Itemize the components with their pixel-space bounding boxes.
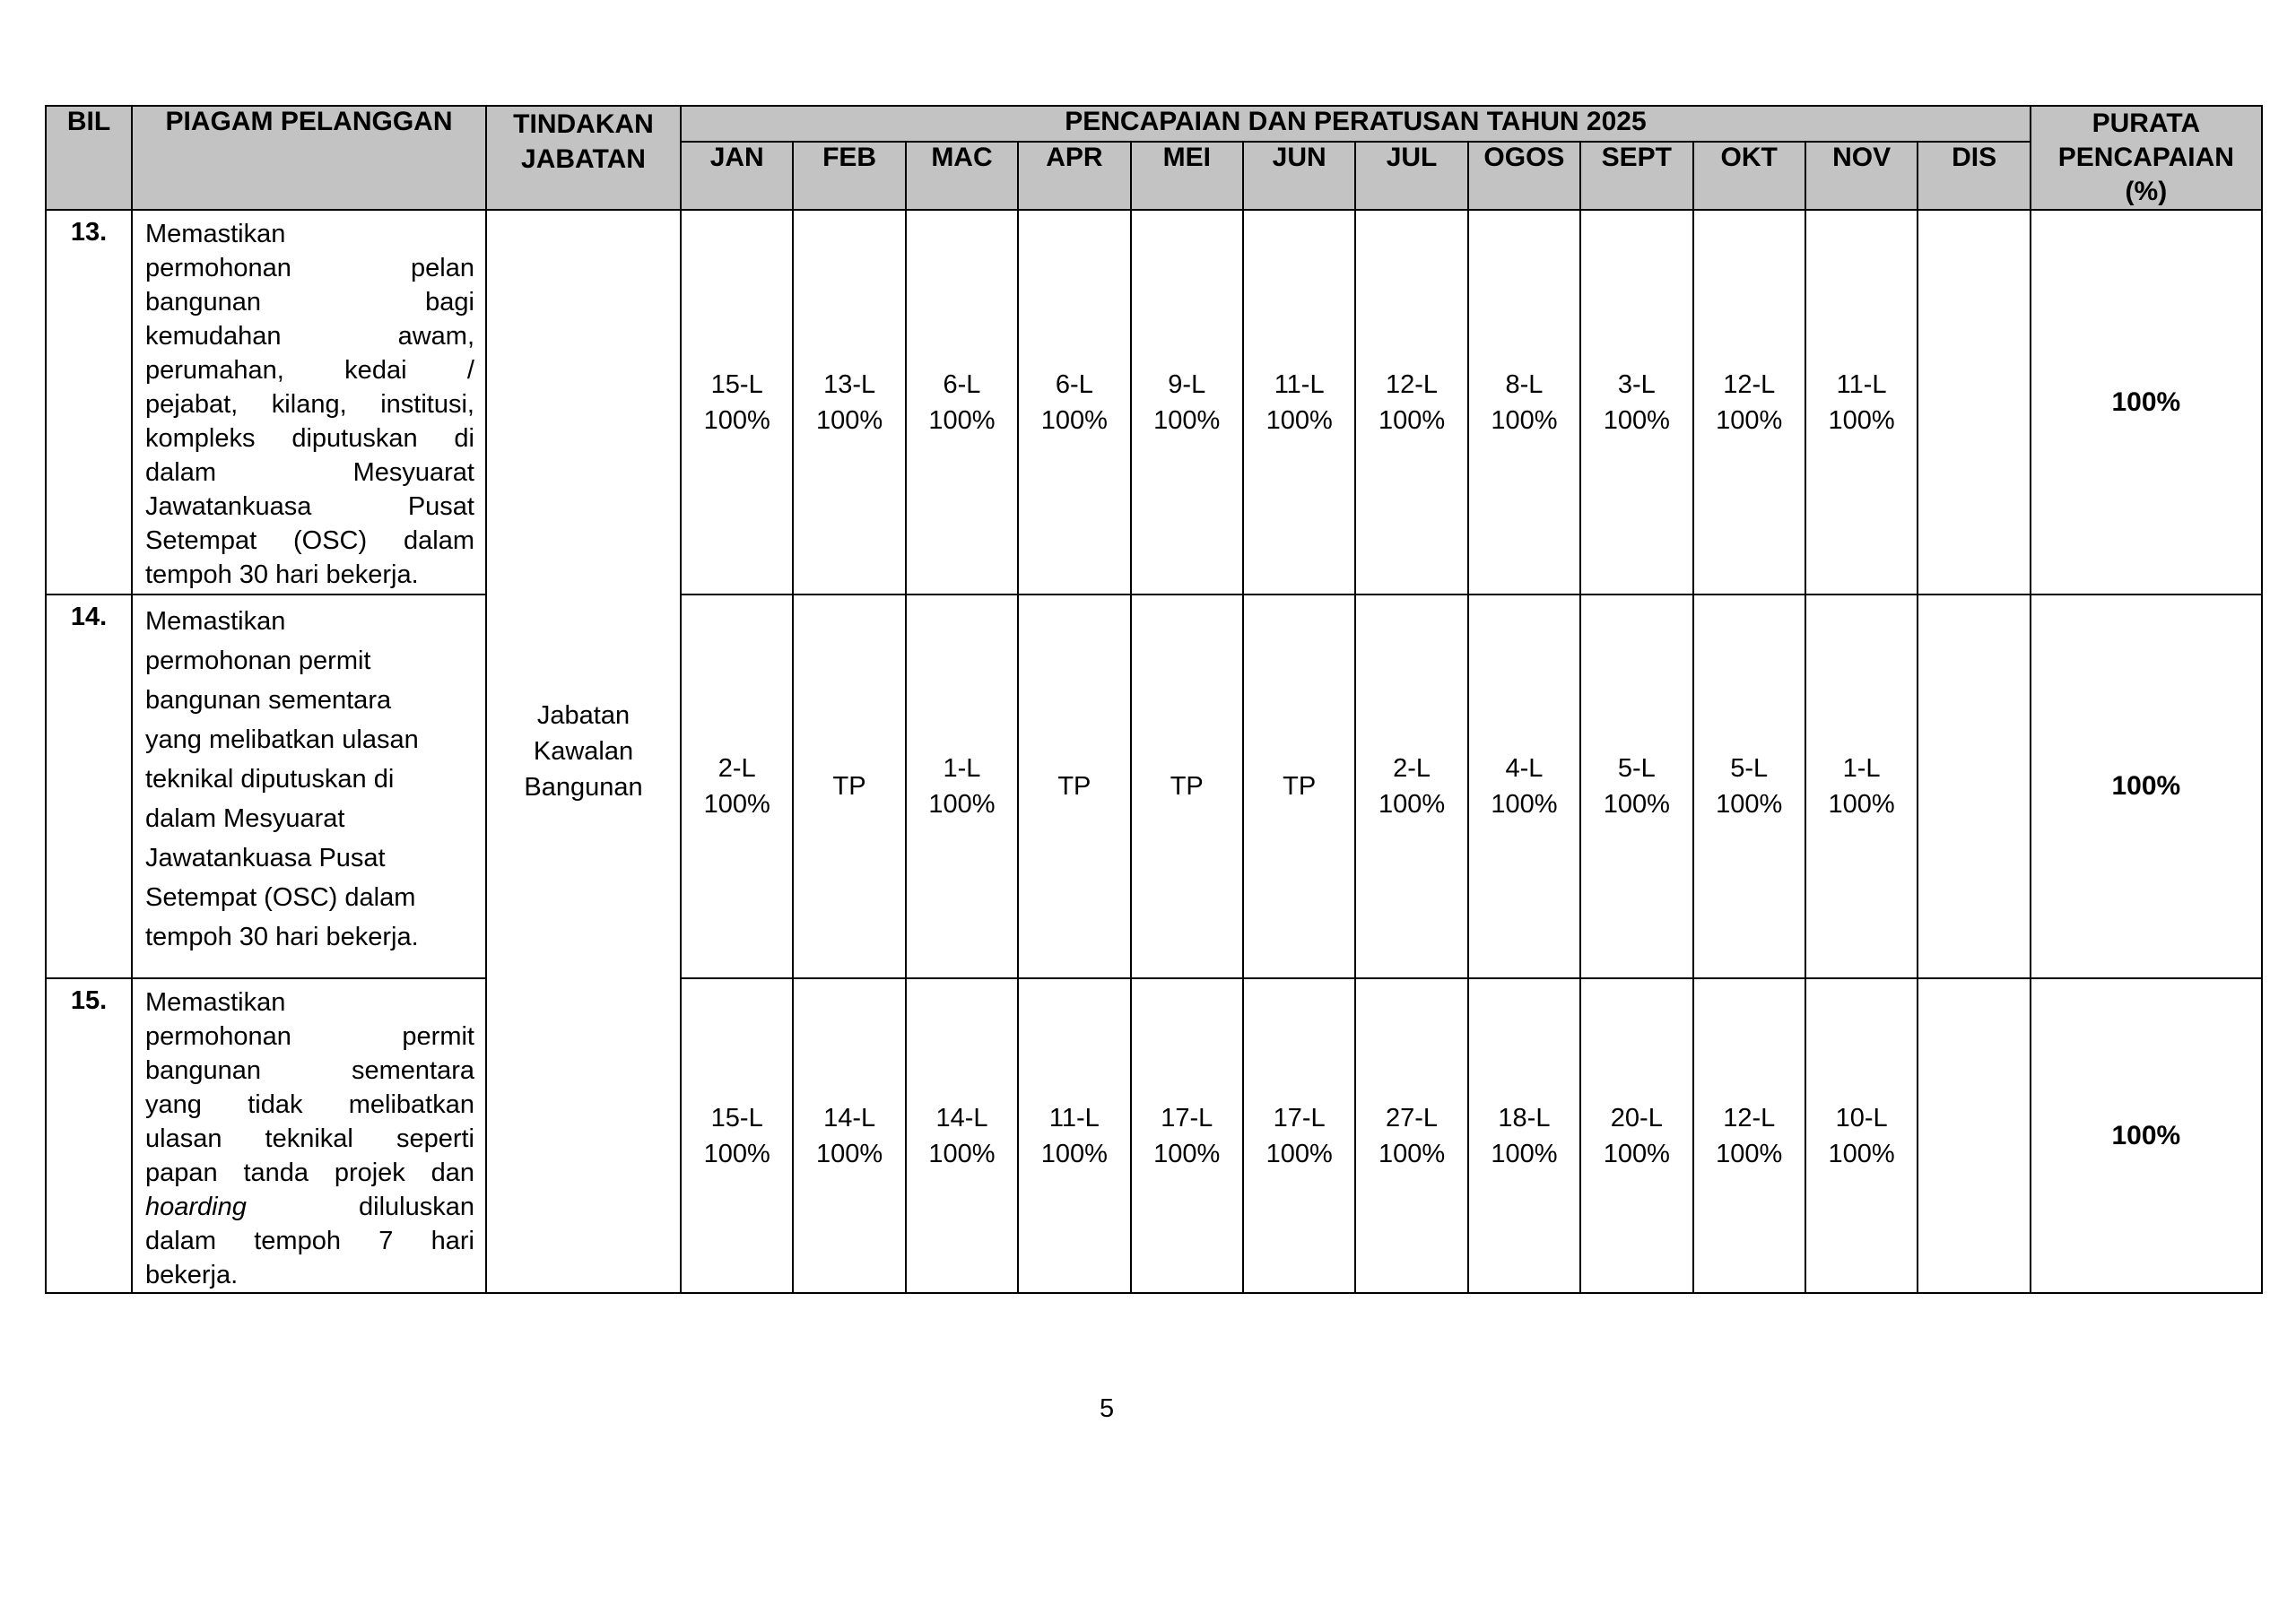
table-row-14: 14. Memastikan permohonan permit bangunan … xyxy=(45,594,2263,979)
page-number: 5 xyxy=(1100,1394,1115,1423)
cell-13-nov: 11-L 100% xyxy=(1804,209,1919,595)
col-header-purata-pencapaian: PURATA PENCAPAIAN (%) xyxy=(2029,105,2263,211)
cell-15-nov: 10-L 100% xyxy=(1804,977,1919,1294)
cell-13-ogos: 8-L 100% xyxy=(1466,209,1582,595)
cell-13-dis xyxy=(1917,209,2031,595)
month-header-ogos: OGOS xyxy=(1466,141,1582,211)
month-header-apr: APR xyxy=(1017,141,1132,211)
cell-13-mei: 9-L 100% xyxy=(1129,209,1244,595)
cell-13-feb: 13-L 100% xyxy=(792,209,907,595)
cell-15-apr: 11-L 100% xyxy=(1017,977,1132,1294)
cell-13-jul: 12-L 100% xyxy=(1354,209,1469,595)
table-row-15: 15. Memastikan permohonan permit bangunan … xyxy=(45,977,2263,1294)
cell-15-dis xyxy=(1917,977,2031,1294)
month-header-mac: MAC xyxy=(904,141,1020,211)
cell-14-apr: TP xyxy=(1017,594,1132,979)
customer-charter-table: BIL PIAGAM PELANGGAN TINDAKAN JABATAN PE… xyxy=(45,104,2263,1294)
cell-15-okt: 12-L 100% xyxy=(1692,977,1806,1294)
cell-14-okt: 5-L 100% xyxy=(1692,594,1806,979)
purata-value-14: 100% xyxy=(2029,594,2263,979)
cell-14-nov: 1-L 100% xyxy=(1804,594,1919,979)
cell-14-jul: 2-L 100% xyxy=(1354,594,1469,979)
cell-13-jan: 15-L 100% xyxy=(679,209,795,595)
month-header-mei: MEI xyxy=(1129,141,1244,211)
tindakan-jabatan-value: Jabatan Kawalan Bangunan xyxy=(485,209,682,1294)
col-header-piagam-pelanggan: PIAGAM PELANGGAN xyxy=(131,105,487,211)
bil-number: 13. xyxy=(45,209,133,595)
month-header-jan: JAN xyxy=(679,141,795,211)
cell-14-jun: TP xyxy=(1241,594,1357,979)
cell-14-sept: 5-L 100% xyxy=(1579,594,1694,979)
cell-14-jan: 2-L 100% xyxy=(679,594,795,979)
month-header-okt: OKT xyxy=(1692,141,1806,211)
month-header-jun: JUN xyxy=(1241,141,1357,211)
cell-14-mac: 1-L 100% xyxy=(904,594,1020,979)
cell-13-sept: 3-L 100% xyxy=(1579,209,1694,595)
month-header-jul: JUL xyxy=(1354,141,1469,211)
cell-13-apr: 6-L 100% xyxy=(1017,209,1132,595)
cell-14-feb: TP xyxy=(792,594,907,979)
cell-13-okt: 12-L 100% xyxy=(1692,209,1806,595)
cell-15-jun: 17-L 100% xyxy=(1241,977,1357,1294)
header-row-months: JAN FEB MAC APR MEI JUN JUL OGOS SEPT OK… xyxy=(46,141,2262,211)
cell-14-dis xyxy=(1917,594,2031,979)
cell-15-feb: 14-L 100% xyxy=(792,977,907,1294)
cell-15-jan: 15-L 100% xyxy=(679,977,795,1294)
cell-13-mac: 6-L 100% xyxy=(904,209,1020,595)
cell-15-ogos: 18-L 100% xyxy=(1466,977,1582,1294)
bil-number: 15. xyxy=(45,977,133,1294)
charter-text-15: Memastikan permohonan permit bangunan seme… xyxy=(145,988,474,1289)
cell-15-jul: 27-L 100% xyxy=(1354,977,1469,1294)
col-header-bil: BIL xyxy=(45,105,133,211)
month-header-sept: SEPT xyxy=(1579,141,1694,211)
purata-value-15: 100% xyxy=(2029,977,2263,1294)
charter-text-14: Memastikan permohonan permit bangunan seme… xyxy=(145,607,419,951)
charter-text-13: Memastikan permohonan pelan bangunan bagi k… xyxy=(145,220,474,589)
banner-pencapaian-2025: PENCAPAIAN DAN PERATUSAN TAHUN 2025 xyxy=(680,104,2031,143)
col-header-tindakan-jabatan: TINDAKAN JABATAN xyxy=(485,105,682,211)
month-header-nov: NOV xyxy=(1804,141,1919,211)
bil-number: 14. xyxy=(45,594,133,979)
cell-15-sept: 20-L 100% xyxy=(1579,977,1694,1294)
cell-14-mei: TP xyxy=(1129,594,1244,979)
month-header-feb: FEB xyxy=(792,141,907,211)
month-header-dis: DIS xyxy=(1917,141,2031,211)
cell-15-mac: 14-L 100% xyxy=(904,977,1020,1294)
header-row-banner: BIL PIAGAM PELANGGAN TINDAKAN JABATAN PE… xyxy=(45,104,2263,211)
cell-13-jun: 11-L 100% xyxy=(1241,209,1357,595)
cell-14-ogos: 4-L 100% xyxy=(1466,594,1582,979)
purata-value-13: 100% xyxy=(2029,209,2263,595)
cell-15-mei: 17-L 100% xyxy=(1129,977,1244,1294)
table-row-13: 13. Memastikan permohonan pelan bangunan b… xyxy=(45,209,2263,1294)
